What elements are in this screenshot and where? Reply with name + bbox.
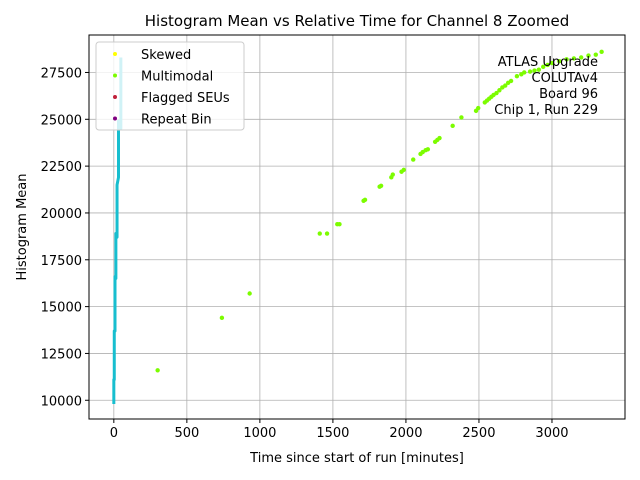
y-axis-label: Histogram Mean — [15, 174, 30, 281]
scatter-point — [476, 105, 481, 111]
trace-series — [112, 57, 123, 405]
x-tick-label: 1000 — [243, 426, 276, 441]
x-tick-label: 0 — [110, 426, 118, 441]
trace-line — [112, 57, 123, 405]
x-tick-label: 500 — [174, 426, 199, 441]
scatter-point — [155, 368, 160, 373]
scatter-point — [317, 231, 322, 236]
y-tick-label: 20000 — [41, 207, 82, 222]
scatter-point — [219, 315, 225, 321]
scatter-point — [497, 88, 502, 93]
scatter-point — [571, 56, 577, 61]
scatter-point — [437, 135, 442, 141]
x-tick-label: 2500 — [462, 426, 495, 441]
legend-label: Multimodal — [141, 70, 213, 85]
scatter-point — [532, 68, 537, 73]
scatter-point — [549, 60, 555, 66]
scatter-point — [459, 115, 464, 120]
scatter-point — [536, 67, 542, 72]
scatter-point — [362, 197, 368, 203]
scatter-point — [564, 57, 569, 62]
y-tick-label: 27500 — [41, 66, 82, 81]
legend-label: Flagged SEUs — [141, 91, 230, 106]
legend: Skewed Multimodal Flagged SEUs Repeat Bin — [95, 41, 245, 131]
chart-title: Histogram Mean vs Relative Time for Chan… — [145, 12, 569, 30]
plot-frame — [88, 34, 626, 420]
scatter-point — [390, 172, 395, 177]
y-tick-label: 15000 — [41, 301, 82, 316]
annotation-line: COLUTAv4 — [532, 71, 598, 86]
scatter-point — [527, 69, 533, 74]
scatter-point — [450, 123, 455, 129]
scatter-point — [545, 62, 550, 68]
scatter-point — [503, 83, 508, 88]
y-tick-label: 25000 — [41, 113, 82, 128]
scatter-point — [247, 291, 252, 296]
legend-label: Repeat Bin — [141, 113, 212, 128]
legend-box — [95, 41, 245, 131]
scatter-point — [324, 231, 330, 236]
legend-marker — [113, 116, 117, 121]
scatter-point — [494, 90, 499, 96]
x-tick-label: 2000 — [389, 426, 422, 441]
scatter-point — [514, 74, 520, 79]
scatter-point — [522, 70, 527, 75]
y-axis-ticks: 10000 12500 15000 17500 20000 22500 25000 27500 — [41, 66, 89, 409]
y-tick-label: 22500 — [41, 160, 82, 175]
x-tick-label: 1500 — [316, 426, 349, 441]
y-tick-label: 10000 — [41, 394, 82, 409]
x-tick-label: 3000 — [535, 426, 568, 441]
annotation-line: ATLAS Upgrade — [498, 55, 598, 70]
scatter-points — [155, 49, 604, 373]
scatter-point — [337, 221, 342, 227]
x-axis-ticks: 0 500 1000 1500 2000 2500 3000 — [110, 419, 569, 441]
legend-marker — [113, 52, 117, 56]
y-tick-label: 17500 — [41, 254, 82, 269]
legend-marker — [113, 95, 117, 99]
scatter-point — [411, 157, 416, 162]
y-tick-label: 12500 — [41, 347, 82, 362]
scatter-point — [425, 147, 431, 152]
annotation: ATLAS Upgrade COLUTAv4 Board 96 Chip 1, … — [494, 55, 598, 118]
scatter-point — [557, 59, 562, 64]
scatter-point — [578, 55, 584, 60]
scatter-point — [401, 167, 406, 173]
annotation-line: Chip 1, Run 229 — [494, 103, 598, 118]
x-axis-label: Time since start of run [minutes] — [249, 451, 464, 466]
scatter-point — [508, 78, 514, 84]
scatter-point — [593, 52, 598, 57]
annotation-line: Board 96 — [539, 87, 598, 102]
scatter-point — [541, 64, 546, 70]
legend-marker — [113, 73, 117, 78]
scatter-point — [599, 49, 604, 55]
scatter-point — [378, 183, 384, 188]
grid — [89, 35, 625, 419]
legend-label: Skewed — [141, 48, 191, 63]
scatter-point — [586, 53, 591, 58]
